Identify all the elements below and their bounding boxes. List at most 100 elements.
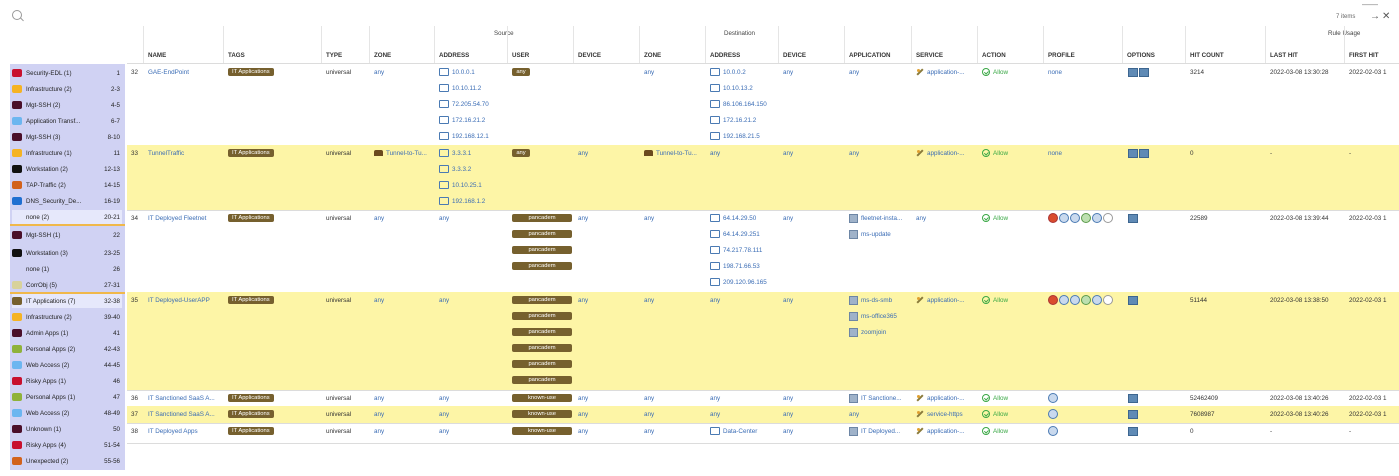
application[interactable]: ms-ds-smb	[849, 295, 892, 305]
source-zone[interactable]: any	[374, 67, 384, 77]
service[interactable]: application-...	[916, 393, 964, 403]
source-address[interactable]: any	[439, 393, 449, 403]
profile[interactable]	[1048, 409, 1059, 419]
col-header-profile[interactable]: PROFILE	[1048, 52, 1075, 59]
action[interactable]: Allow	[982, 67, 1008, 77]
application[interactable]: any	[849, 67, 859, 77]
source-user[interactable]: known-use	[512, 426, 572, 436]
destination-address[interactable]: 192.168.21.5	[710, 131, 760, 141]
destination-address[interactable]: 198.71.66.53	[710, 261, 760, 271]
source-user[interactable]: any	[512, 148, 530, 158]
security-profile-icon[interactable]	[1070, 295, 1080, 305]
source-zone[interactable]: any	[374, 393, 384, 403]
col-header-dst-address[interactable]: ADDRESS	[710, 52, 741, 59]
destination-address[interactable]: 172.16.21.2	[710, 115, 756, 125]
security-profile-icon[interactable]	[1103, 295, 1113, 305]
rule-name-link[interactable]: IT Deployed Fleetnet	[148, 213, 206, 223]
sidebar-tag-group[interactable]: none (1) 26	[12, 262, 122, 276]
source-user[interactable]: pancadem	[512, 375, 572, 385]
security-profile-icon[interactable]	[1103, 213, 1113, 223]
rule-tag[interactable]: IT Applications	[228, 409, 274, 419]
log-forwarding-icon[interactable]	[1128, 426, 1138, 436]
source-device[interactable]: any	[578, 148, 588, 158]
destination-address[interactable]: 86.106.164.150	[710, 99, 767, 109]
sidebar-tag-group[interactable]: CorrObj (5) 27-31	[12, 278, 122, 292]
action[interactable]: Allow	[982, 393, 1008, 403]
col-header-service[interactable]: SERVICE	[916, 52, 944, 59]
sidebar-tag-group[interactable]: Personal Apps (2) 42-43	[12, 342, 122, 356]
sidebar-tag-group[interactable]: IT Applications (7) 32-38	[12, 294, 122, 308]
source-zone[interactable]: Tunnel-to-Tu...	[374, 148, 427, 158]
search-icon[interactable]	[12, 10, 22, 20]
sidebar-tag-group[interactable]: Web Access (2) 48-49	[12, 406, 122, 420]
sidebar-tag-group[interactable]: none (2) 20-21	[12, 210, 122, 224]
source-address[interactable]: 72.205.54.70	[439, 99, 489, 109]
service[interactable]: service-https	[916, 409, 963, 419]
log-forwarding-icon[interactable]	[1128, 213, 1138, 223]
source-device[interactable]: any	[578, 213, 588, 223]
source-address[interactable]: 192.168.12.1	[439, 131, 489, 141]
destination-zone[interactable]: any	[644, 213, 654, 223]
rule-name-link[interactable]: IT Deployed Apps	[148, 426, 198, 436]
rule-name-link[interactable]: IT Sanctioned SaaS A...	[148, 393, 215, 403]
options[interactable]	[1128, 426, 1139, 436]
destination-zone[interactable]: any	[644, 393, 654, 403]
rule-tag[interactable]: IT Applications	[228, 213, 274, 223]
col-header-src-zone[interactable]: ZONE	[374, 52, 392, 59]
sidebar-tag-group[interactable]: Workstation (2) 12-13	[12, 162, 122, 176]
source-user[interactable]: known-use	[512, 393, 572, 403]
security-profile-icon[interactable]	[1048, 213, 1058, 223]
security-profile-icon[interactable]	[1081, 295, 1091, 305]
source-address[interactable]: any	[439, 295, 449, 305]
source-user[interactable]: pancadem	[512, 327, 572, 337]
sidebar-tag-group[interactable]: Unknown (1) 50	[12, 422, 122, 436]
source-device[interactable]: any	[578, 393, 588, 403]
col-header-dst-zone[interactable]: ZONE	[644, 52, 662, 59]
sidebar-tag-group[interactable]: Infrastructure (2) 2-3	[12, 82, 122, 96]
source-user[interactable]: pancadem	[512, 229, 572, 239]
source-zone[interactable]: any	[374, 426, 384, 436]
source-user[interactable]: pancadem	[512, 261, 572, 271]
destination-address[interactable]: 209.120.96.165	[710, 277, 767, 287]
application[interactable]: zoomjoin	[849, 327, 886, 337]
source-address[interactable]: any	[439, 409, 449, 419]
rule-tag[interactable]: IT Applications	[228, 295, 274, 305]
application[interactable]: IT Sanctione...	[849, 393, 902, 403]
source-device[interactable]: any	[578, 295, 588, 305]
destination-address[interactable]: 74.217.78.111	[710, 245, 762, 255]
sidebar-tag-group[interactable]: Application Transf... 6-7	[12, 114, 122, 128]
source-address[interactable]: 3.3.3.1	[439, 148, 471, 158]
source-zone[interactable]: any	[374, 409, 384, 419]
source-address[interactable]: 10.10.25.1	[439, 180, 482, 190]
destination-address[interactable]: any	[710, 409, 720, 419]
destination-device[interactable]: any	[783, 148, 793, 158]
rule-tag[interactable]: IT Applications	[228, 67, 274, 77]
destination-zone[interactable]: any	[644, 426, 654, 436]
options[interactable]	[1128, 409, 1139, 419]
security-profile-icon[interactable]	[1092, 213, 1102, 223]
col-header-action[interactable]: ACTION	[982, 52, 1006, 59]
rule-tag[interactable]: IT Applications	[228, 393, 274, 403]
source-address[interactable]: any	[439, 213, 449, 223]
security-profile-icon[interactable]	[1059, 295, 1069, 305]
destination-zone[interactable]: any	[644, 409, 654, 419]
destination-address[interactable]: 64.14.29.251	[710, 229, 760, 239]
destination-device[interactable]: any	[783, 295, 793, 305]
col-header-application[interactable]: APPLICATION	[849, 52, 891, 59]
destination-address[interactable]: 10.10.13.2	[710, 83, 753, 93]
source-device[interactable]: any	[578, 426, 588, 436]
security-profile-icon[interactable]	[1048, 295, 1058, 305]
source-user[interactable]: pancadem	[512, 245, 572, 255]
destination-address[interactable]: 10.0.0.2	[710, 67, 746, 77]
source-address[interactable]: 3.3.3.2	[439, 164, 471, 174]
application[interactable]: ms-office365	[849, 311, 897, 321]
action[interactable]: Allow	[982, 426, 1008, 436]
col-header-tags[interactable]: TAGS	[228, 52, 245, 59]
sidebar-tag-group[interactable]: Security-EDL (1) 1	[12, 66, 122, 80]
sidebar-tag-group[interactable]: Infrastructure (1) 11	[12, 146, 122, 160]
col-header-src-device[interactable]: DEVICE	[578, 52, 602, 59]
sidebar-tag-group[interactable]: Mgt-SSH (2) 4-5	[12, 98, 122, 112]
minimize-icon[interactable]: ——	[1362, 0, 1378, 9]
rule-name-link[interactable]: TunnelTraffic	[148, 148, 184, 158]
log-forwarding-icon[interactable]	[1128, 295, 1138, 305]
